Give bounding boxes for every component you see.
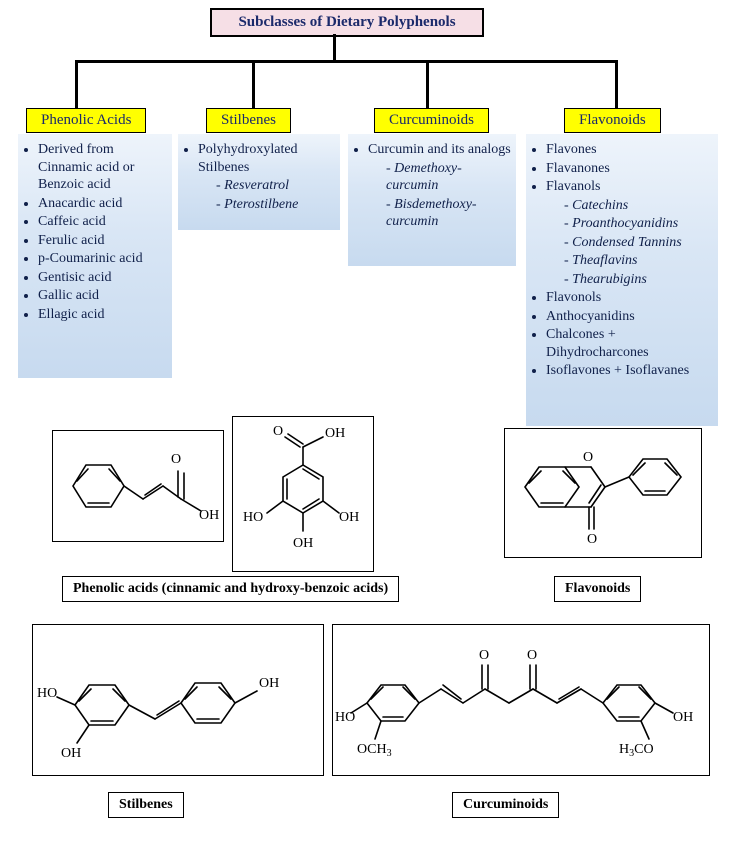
cat-label-stilbenes: Stilbenes (206, 108, 291, 133)
list-item: Derived from Cinnamic acid or Benzoic ac… (38, 141, 168, 194)
list-item: Flavanones (546, 160, 714, 178)
sub-list-item: - Resveratrol (216, 177, 336, 195)
sub-list-item: - Theaflavins (564, 252, 714, 270)
diagram-canvas: Subclasses of Dietary Polyphenols Phenol… (0, 0, 730, 843)
svg-text:OH: OH (673, 710, 693, 725)
list-item: p-Coumarinic acid (38, 250, 168, 268)
connector-drop-1 (75, 60, 78, 108)
svg-text:OH: OH (199, 508, 219, 523)
sub-list-item: - Condensed Tannins (564, 234, 714, 252)
sub-list-item: - Catechins (564, 197, 714, 215)
sub-list-item: - Pterostilbene (216, 196, 336, 214)
cat-label-flavonoids: Flavonoids (564, 108, 661, 133)
panel-flavonoids: Flavones Flavanones Flavanols - Catechin… (526, 134, 718, 426)
svg-text:OH: OH (293, 536, 313, 551)
svg-text:OH: OH (61, 746, 81, 761)
panel-stilbenes: Polyhydroxylated Stilbenes - Resveratrol… (178, 134, 340, 230)
connector-drop-2 (252, 60, 255, 108)
cat-label-curcuminoids: Curcuminoids (374, 108, 489, 133)
svg-text:OH: OH (339, 510, 359, 525)
svg-text:H3CO: H3CO (619, 742, 654, 759)
list-item: Polyhydroxylated Stilbenes - Resveratrol… (198, 141, 336, 213)
stilbenes-caption: Stilbenes (108, 792, 184, 818)
hydroxy-benzoic-structure: O OH HO OH OH (232, 416, 374, 572)
flavonoid-structure: O O (504, 428, 702, 558)
list-item: Isoflavones + Isoflavanes (546, 362, 714, 380)
list-item: Gentisic acid (38, 269, 168, 287)
svg-text:O: O (583, 450, 593, 465)
sub-list-item: - Thearubigins (564, 271, 714, 289)
list-item: Anthocyanidins (546, 308, 714, 326)
svg-text:OCH3: OCH3 (357, 742, 392, 759)
panel-curcuminoids: Curcumin and its analogs - Demethoxy-cur… (348, 134, 516, 266)
stilbene-structure: HO OH OH (32, 624, 324, 776)
svg-text:O: O (273, 424, 283, 439)
svg-text:O: O (527, 648, 537, 663)
list-item: Curcumin and its analogs - Demethoxy-cur… (368, 141, 512, 231)
connector-drop-3 (426, 60, 429, 108)
panel-phenolic-acids: Derived from Cinnamic acid or Benzoic ac… (18, 134, 172, 378)
list-item: Anacardic acid (38, 195, 168, 213)
svg-text:O: O (587, 532, 597, 547)
list-item: Gallic acid (38, 287, 168, 305)
cat-label-phenolic-acids: Phenolic Acids (26, 108, 146, 133)
list-item: Flavanols - Catechins - Proanthocyanidin… (546, 178, 714, 288)
list-item: Ellagic acid (38, 306, 168, 324)
svg-text:HO: HO (335, 710, 355, 725)
svg-text:OH: OH (325, 426, 345, 441)
curcuminoid-structure: O O HO OH OCH3 H3CO (332, 624, 710, 776)
svg-text:HO: HO (37, 686, 57, 701)
cinnamic-acid-structure: O OH (52, 430, 224, 542)
connector-root-drop (333, 34, 336, 60)
svg-text:O: O (171, 452, 181, 467)
list-item: Flavones (546, 141, 714, 159)
list-item: Caffeic acid (38, 213, 168, 231)
connector-hbar (75, 60, 618, 63)
list-item: Ferulic acid (38, 232, 168, 250)
svg-text:HO: HO (243, 510, 263, 525)
curcuminoids-caption: Curcuminoids (452, 792, 559, 818)
list-item: Chalcones + Dihydrocharcones (546, 326, 714, 361)
connector-drop-4 (615, 60, 618, 108)
phenolic-acids-caption: Phenolic acids (cinnamic and hydroxy-ben… (62, 576, 399, 602)
list-item: Flavonols (546, 289, 714, 307)
svg-text:OH: OH (259, 676, 279, 691)
sub-list-item: - Proanthocyanidins (564, 215, 714, 233)
sub-list-item: - Demethoxy-curcumin (386, 160, 512, 195)
flavonoids-caption: Flavonoids (554, 576, 641, 602)
svg-text:O: O (479, 648, 489, 663)
root-node: Subclasses of Dietary Polyphenols (210, 8, 484, 37)
sub-list-item: - Bisdemethoxy-curcumin (386, 196, 512, 231)
